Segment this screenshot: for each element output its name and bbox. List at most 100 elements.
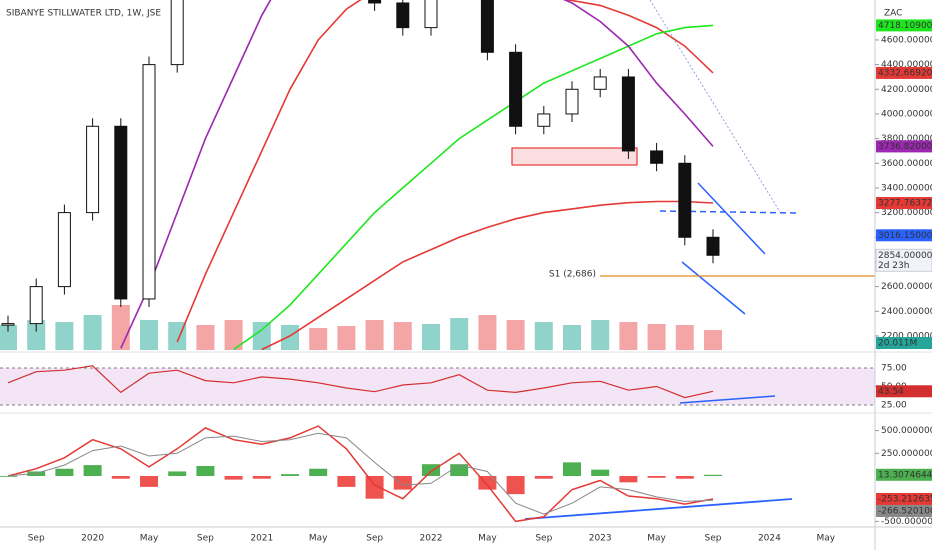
trend-line	[697, 182, 766, 255]
candle-body	[537, 113, 551, 127]
macd-line	[7, 432, 714, 515]
x-tick-label: Sep	[535, 534, 552, 544]
volume-bar	[619, 322, 638, 350]
x-tick-label: May	[647, 534, 666, 544]
value-badge-label: 4718.1090000	[878, 21, 932, 31]
histogram-bar	[196, 466, 215, 476]
histogram-bar	[309, 468, 328, 476]
price-panel	[0, 0, 875, 351]
y-tick-label: 3600.0000000	[881, 159, 932, 169]
x-tick-label: Sep	[197, 534, 214, 544]
y-tick-label: 3800.0000000	[881, 134, 932, 144]
volume-badge	[876, 337, 932, 349]
volume-bar	[365, 320, 384, 350]
histogram-bar	[534, 475, 553, 479]
y-tick-label: 4600.0000000	[881, 35, 932, 45]
candle-body	[29, 286, 43, 325]
volume-bar	[196, 325, 215, 350]
value-badge	[876, 140, 932, 153]
rsi-band	[0, 368, 875, 405]
volume-bar	[647, 324, 666, 350]
value-badge	[876, 19, 932, 32]
y-tick-label: 4400.0000000	[881, 60, 932, 70]
volume-bar	[393, 322, 412, 350]
volume-bar	[675, 325, 694, 350]
candle-body	[678, 162, 692, 238]
y-tick-label: 3200.0000000	[881, 208, 932, 218]
x-tick-label: May	[309, 534, 328, 544]
zone-box	[511, 147, 638, 166]
value-badge	[876, 504, 932, 517]
y-tick-label: 4200.0000000	[881, 85, 932, 95]
histogram-bar	[591, 469, 610, 476]
x-tick-label: 2021	[250, 534, 273, 544]
candle-body	[706, 236, 720, 256]
histogram-bar	[168, 471, 187, 476]
y-tick-label: 500.0000000	[881, 426, 932, 436]
value-badge-label: 3736.8200000	[878, 142, 932, 152]
candle-body	[480, 0, 494, 53]
y-tick-label: 2600.0000000	[881, 282, 932, 292]
histogram-bar	[252, 475, 271, 479]
value-badge	[876, 66, 932, 79]
candle-body	[424, 0, 438, 29]
price-badge-label: 2854.0000000	[878, 251, 932, 261]
countdown: 2d 23h	[878, 261, 909, 271]
x-tick-label: May	[816, 534, 835, 544]
volume-bar	[252, 322, 271, 350]
volume-bar	[563, 325, 581, 350]
trend-line	[681, 261, 746, 315]
value-badge-label: -266.5201003	[878, 506, 932, 516]
volume-bar	[27, 320, 46, 350]
value-badge	[876, 492, 932, 505]
histogram-bar	[365, 475, 384, 499]
candle-body	[650, 150, 664, 164]
volume-bar	[450, 318, 469, 350]
volume-bar	[140, 320, 158, 350]
volume-bar	[704, 329, 722, 350]
volume-bar	[55, 322, 74, 350]
x-tick-label: May	[140, 534, 159, 544]
macd-panel	[0, 425, 793, 523]
y-tick-label: 2200.0000000	[881, 331, 932, 341]
x-tick-label: Sep	[28, 534, 45, 544]
volume-bar	[111, 305, 130, 350]
y-tick-label: 4000.0000000	[881, 109, 932, 119]
volume-bar	[224, 320, 243, 350]
moving-average	[261, 200, 714, 351]
value-badge-label: 3016.1500000	[878, 231, 932, 241]
histogram-bar	[619, 475, 638, 483]
candle-body	[57, 212, 71, 288]
volume-bar	[422, 324, 440, 350]
trend-line	[524, 498, 793, 520]
y-tick-label: 3400.0000000	[881, 183, 932, 193]
candle-body	[1, 323, 15, 326]
candle-body	[396, 2, 410, 29]
candle-body	[593, 76, 607, 90]
candle-body	[86, 125, 100, 214]
moving-average	[176, 0, 714, 343]
moving-average	[120, 0, 714, 349]
histogram-bar	[393, 475, 412, 490]
volume-bar	[534, 322, 553, 350]
value-badge-label: 13.3074644	[878, 470, 932, 480]
histogram-bar	[140, 475, 158, 487]
x-tick-label: May	[478, 534, 497, 544]
histogram-bar	[111, 475, 130, 479]
histogram-bar	[675, 475, 694, 479]
currency: ZAC	[884, 9, 902, 19]
volume-badge-label: 20.011M	[878, 339, 917, 349]
y-tick-label: 250.0000000	[881, 449, 932, 459]
value-badge	[876, 468, 932, 481]
volume-bar	[0, 325, 17, 350]
rsi-badge-label: 43.54	[878, 387, 904, 397]
histogram-bar	[337, 475, 356, 487]
histogram-bar	[563, 462, 581, 476]
x-tick-label: 2020	[81, 534, 104, 544]
histogram-bar	[224, 475, 243, 480]
value-badge-label: 3277.7637226	[878, 199, 932, 209]
candle-body	[509, 51, 523, 127]
pivot-label: S1 (2,686)	[549, 270, 596, 280]
